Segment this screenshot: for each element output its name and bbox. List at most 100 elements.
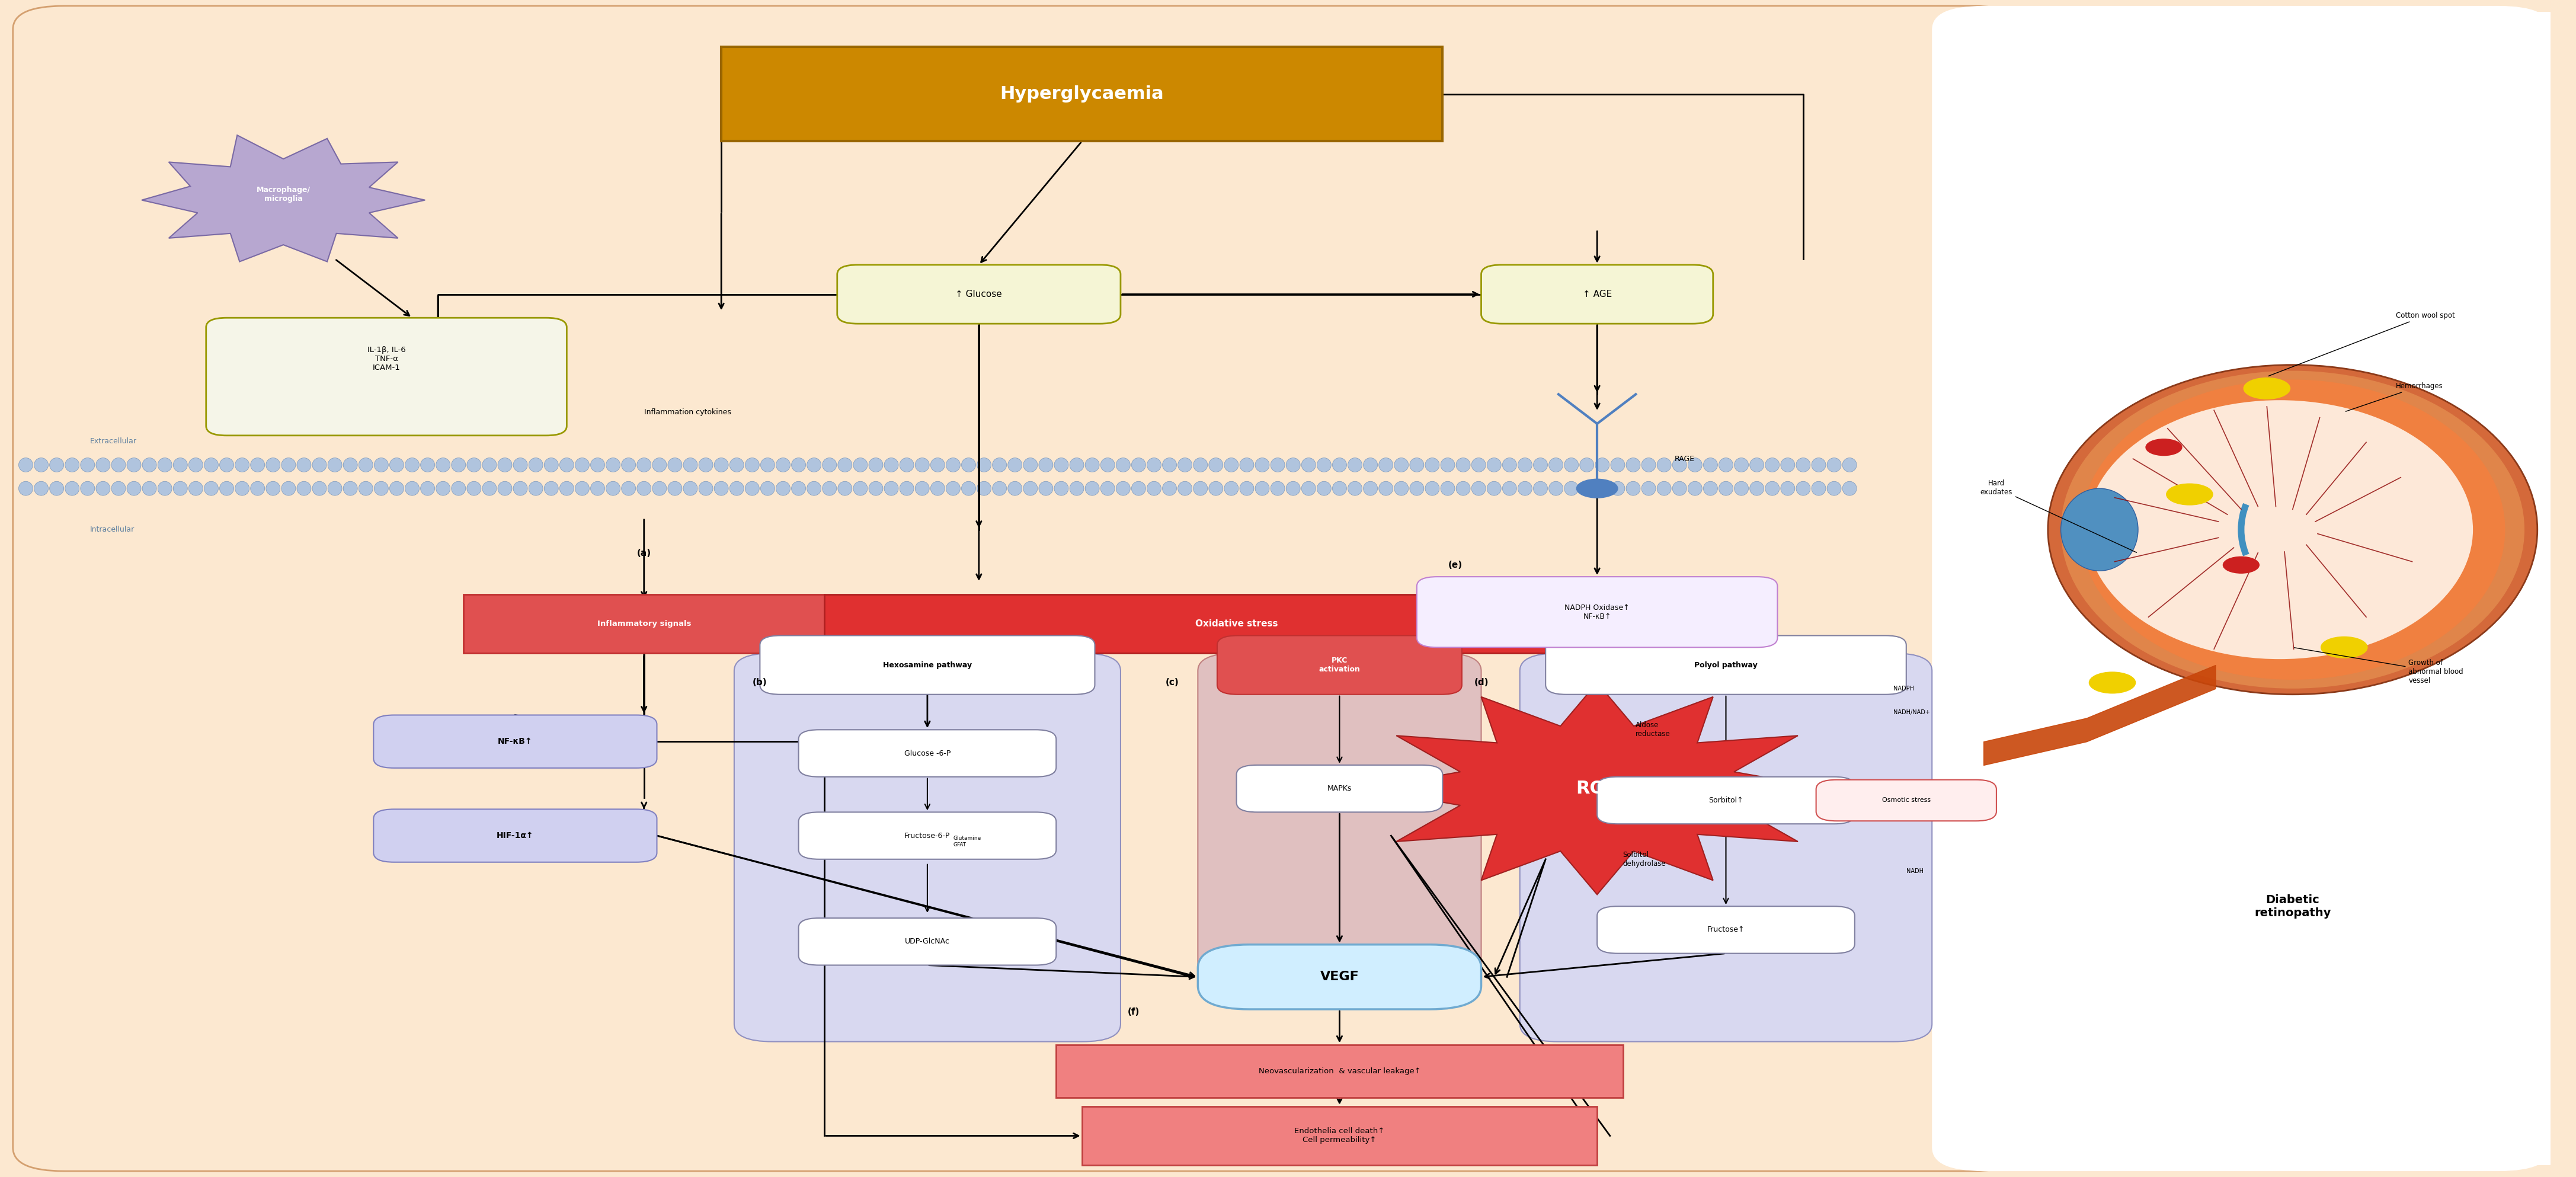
Ellipse shape — [126, 481, 142, 496]
Ellipse shape — [466, 481, 482, 496]
Ellipse shape — [590, 458, 605, 472]
Ellipse shape — [343, 481, 358, 496]
Ellipse shape — [2048, 365, 2537, 694]
Polygon shape — [1365, 683, 1829, 895]
Ellipse shape — [1564, 458, 1579, 472]
Ellipse shape — [1579, 481, 1595, 496]
FancyBboxPatch shape — [206, 318, 567, 435]
Text: Inflammation cytokines: Inflammation cytokines — [644, 408, 732, 415]
FancyBboxPatch shape — [1198, 653, 1481, 995]
FancyBboxPatch shape — [1520, 653, 1932, 1042]
Ellipse shape — [884, 458, 899, 472]
Ellipse shape — [1425, 481, 1440, 496]
Ellipse shape — [945, 458, 961, 472]
Text: Solbitol
dehydrolase: Solbitol dehydrolase — [1623, 851, 1667, 867]
Ellipse shape — [1285, 458, 1301, 472]
Ellipse shape — [559, 481, 574, 496]
Ellipse shape — [1718, 481, 1734, 496]
Ellipse shape — [1703, 458, 1718, 472]
Ellipse shape — [126, 458, 142, 472]
Ellipse shape — [1440, 481, 1455, 496]
Ellipse shape — [1208, 481, 1224, 496]
Text: Hemorrhages: Hemorrhages — [2347, 383, 2442, 412]
Ellipse shape — [667, 458, 683, 472]
FancyBboxPatch shape — [837, 265, 1121, 324]
Ellipse shape — [544, 458, 559, 472]
Ellipse shape — [744, 458, 760, 472]
Text: NADPH Oxidase↑
NF-κB↑: NADPH Oxidase↑ NF-κB↑ — [1564, 604, 1631, 620]
Ellipse shape — [1115, 458, 1131, 472]
Ellipse shape — [1084, 481, 1100, 496]
Ellipse shape — [1749, 481, 1765, 496]
Ellipse shape — [1332, 458, 1347, 472]
Ellipse shape — [343, 458, 358, 472]
Text: Intracellular: Intracellular — [90, 526, 134, 533]
Ellipse shape — [1131, 481, 1146, 496]
Text: Polyol pathway: Polyol pathway — [1695, 661, 1757, 669]
Ellipse shape — [435, 481, 451, 496]
Circle shape — [2223, 557, 2259, 573]
Ellipse shape — [1378, 458, 1394, 472]
Ellipse shape — [1069, 458, 1084, 472]
Ellipse shape — [296, 458, 312, 472]
Ellipse shape — [1471, 481, 1486, 496]
Ellipse shape — [142, 481, 157, 496]
Ellipse shape — [775, 481, 791, 496]
Ellipse shape — [884, 481, 899, 496]
FancyBboxPatch shape — [1597, 777, 1855, 824]
Ellipse shape — [1533, 481, 1548, 496]
Ellipse shape — [1177, 481, 1193, 496]
Ellipse shape — [698, 458, 714, 472]
Ellipse shape — [1270, 481, 1285, 496]
Ellipse shape — [204, 481, 219, 496]
Ellipse shape — [714, 481, 729, 496]
Text: Neovascularization  & vascular leakage↑: Neovascularization & vascular leakage↑ — [1257, 1068, 1422, 1075]
Ellipse shape — [976, 481, 992, 496]
Text: Fructose-6-P: Fructose-6-P — [904, 832, 951, 839]
Ellipse shape — [157, 458, 173, 472]
Ellipse shape — [95, 458, 111, 472]
Ellipse shape — [1301, 481, 1316, 496]
Ellipse shape — [497, 481, 513, 496]
Ellipse shape — [1455, 481, 1471, 496]
FancyBboxPatch shape — [374, 810, 657, 862]
Ellipse shape — [389, 481, 404, 496]
Text: Endothelia cell death↑
Cell permeability↑: Endothelia cell death↑ Cell permeability… — [1293, 1128, 1386, 1144]
Ellipse shape — [204, 458, 219, 472]
Ellipse shape — [451, 481, 466, 496]
Ellipse shape — [1100, 481, 1115, 496]
Text: NADH/NAD+: NADH/NAD+ — [1893, 709, 1929, 716]
Circle shape — [1577, 479, 1618, 498]
Ellipse shape — [1795, 481, 1811, 496]
Ellipse shape — [281, 458, 296, 472]
Ellipse shape — [1517, 481, 1533, 496]
Ellipse shape — [1533, 458, 1548, 472]
Ellipse shape — [1394, 458, 1409, 472]
FancyBboxPatch shape — [1597, 906, 1855, 953]
Ellipse shape — [49, 458, 64, 472]
Ellipse shape — [1765, 481, 1780, 496]
Ellipse shape — [404, 481, 420, 496]
Ellipse shape — [219, 458, 234, 472]
Ellipse shape — [775, 458, 791, 472]
Ellipse shape — [1780, 481, 1795, 496]
Ellipse shape — [1007, 458, 1023, 472]
FancyBboxPatch shape — [374, 714, 657, 769]
Ellipse shape — [1007, 481, 1023, 496]
Ellipse shape — [1224, 458, 1239, 472]
Ellipse shape — [1502, 481, 1517, 496]
Polygon shape — [142, 135, 425, 261]
Ellipse shape — [1486, 481, 1502, 496]
Ellipse shape — [1579, 458, 1595, 472]
Ellipse shape — [281, 481, 296, 496]
Ellipse shape — [1363, 458, 1378, 472]
Ellipse shape — [33, 481, 49, 496]
Circle shape — [2244, 378, 2290, 399]
Ellipse shape — [513, 481, 528, 496]
Text: IL-1β, IL-6
TNF-α
ICAM-1: IL-1β, IL-6 TNF-α ICAM-1 — [368, 346, 404, 372]
Ellipse shape — [667, 481, 683, 496]
Ellipse shape — [374, 481, 389, 496]
Ellipse shape — [142, 458, 157, 472]
Ellipse shape — [1054, 481, 1069, 496]
Ellipse shape — [1239, 458, 1255, 472]
